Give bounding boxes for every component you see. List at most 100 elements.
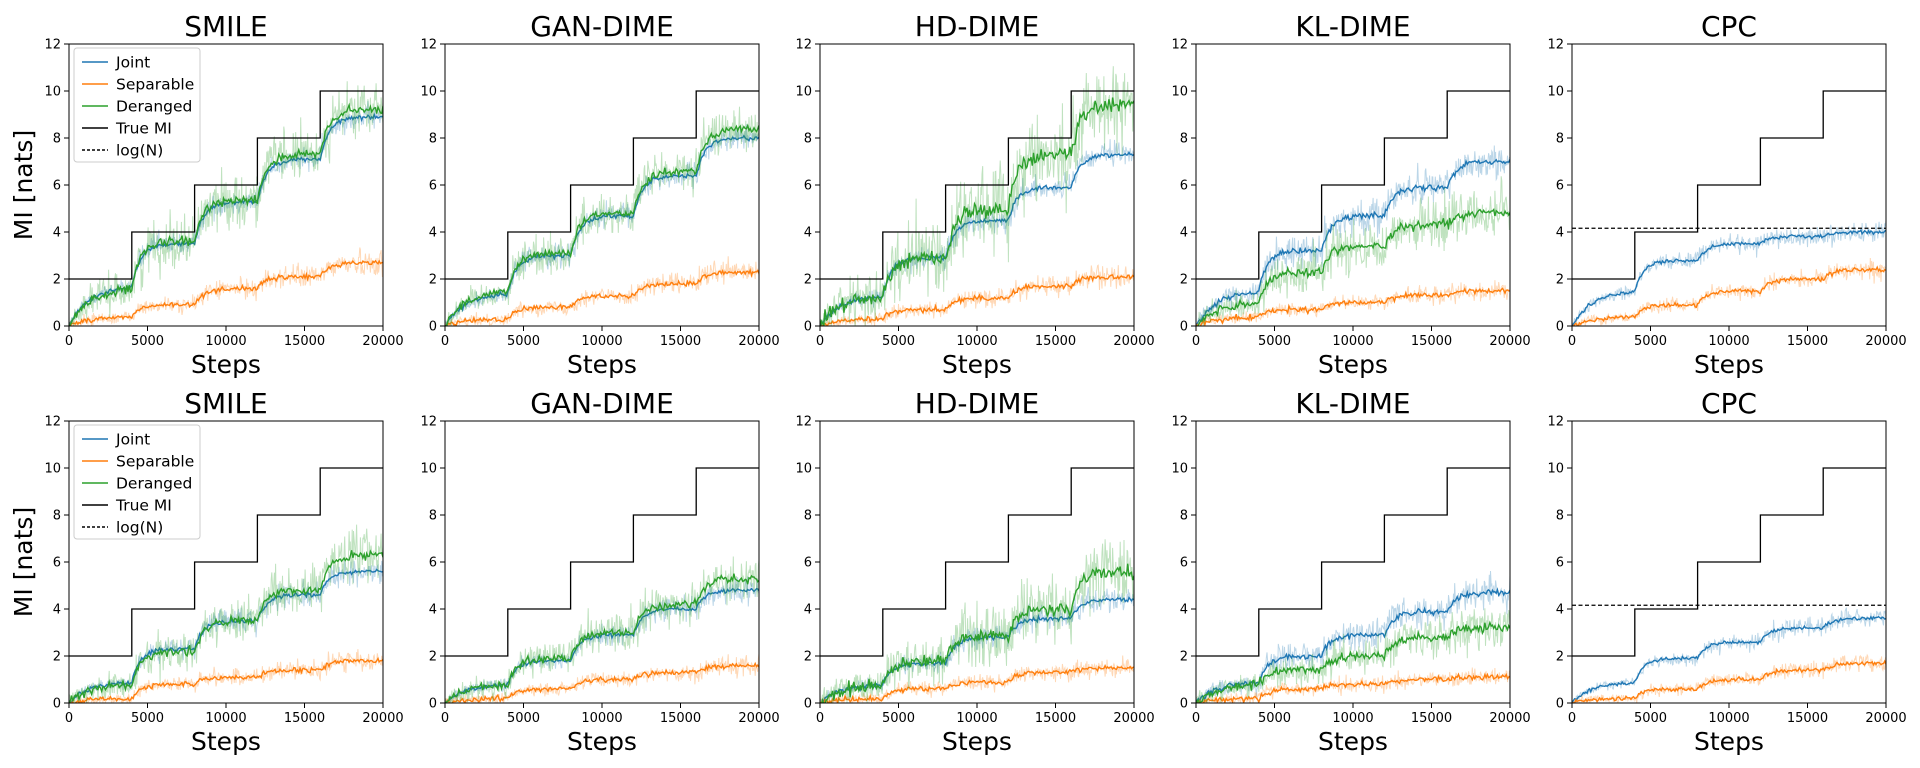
y-tick-label: 8 [1180,132,1188,147]
series-line-separable [1196,672,1510,703]
y-tick-label: 10 [420,462,437,477]
series-line-joint [1572,228,1886,326]
series-line-deranged [445,123,759,326]
y-tick-label: 12 [1171,38,1188,53]
subplot-title: CPC [1701,10,1757,43]
y-tick-label: 10 [44,462,61,477]
x-tick-label: 15000 [1035,711,1076,726]
x-tick-label: 10000 [1332,334,1373,349]
y-tick-label: 8 [53,132,61,147]
series-raw-joint [69,559,383,703]
y-tick-label: 2 [1556,650,1564,665]
y-tick-label: 0 [429,697,437,712]
legend-label: True MI [115,497,172,515]
y-tick-label: 4 [804,603,812,618]
y-axis-label: MI [nats] [9,507,38,617]
legend-label: Separable [116,453,194,471]
y-tick-label: 8 [53,509,61,524]
y-tick-label: 6 [804,179,812,194]
x-axis-label: Steps [942,727,1012,756]
y-tick-label: 8 [1556,132,1564,147]
plot-area [69,467,383,703]
plot-area [1572,467,1886,703]
x-tick-label: 15000 [660,334,701,349]
series-raw-deranged [69,81,383,326]
y-tick-label: 12 [44,38,61,53]
y-tick-label: 4 [804,226,812,241]
x-tick-label: 15000 [1411,334,1452,349]
y-tick-label: 4 [1180,603,1188,618]
y-tick-label: 10 [44,85,61,100]
x-axis-label: Steps [1694,727,1764,756]
x-axis-label: Steps [942,350,1012,379]
series-line-deranged [69,549,383,703]
plot-area [445,90,759,326]
y-tick-label: 4 [53,603,61,618]
subplot-title: SMILE [184,387,267,420]
y-tick-label: 2 [1180,650,1188,665]
x-tick-label: 10000 [1708,711,1749,726]
subplot-title: HD-DIME [915,387,1039,420]
x-tick-label: 15000 [284,334,325,349]
series-line-joint [445,134,759,326]
y-tick-label: 4 [1180,226,1188,241]
y-tick-label: 8 [804,132,812,147]
x-tick-label: 10000 [956,334,997,349]
y-tick-label: 2 [804,650,812,665]
series-line-deranged [821,563,1134,703]
series-line-separable [445,267,759,326]
plot-area [1572,90,1886,326]
y-tick-label: 10 [420,85,437,100]
x-tick-label: 20000 [1865,711,1906,726]
series-raw-separable [1196,280,1510,326]
series-line-separable [69,259,383,326]
x-axis-label: Steps [191,727,261,756]
y-tick-label: 10 [795,85,812,100]
series-line-joint [69,568,383,703]
y-tick-label: 10 [795,462,812,477]
y-tick-label: 10 [1547,85,1564,100]
y-tick-label: 6 [53,179,61,194]
true-mi-line [1196,90,1510,280]
true-mi-line [820,467,1134,657]
plot-area [445,467,759,703]
x-tick-label: 20000 [362,334,403,349]
x-tick-label: 15000 [1035,334,1076,349]
subplot-title: GAN-DIME [530,10,674,43]
y-tick-label: 2 [429,650,437,665]
x-tick-label: 0 [441,711,449,726]
x-tick-label: 20000 [738,334,779,349]
x-tick-label: 5000 [507,711,540,726]
series-raw-deranged [69,524,383,703]
subplot-1-cpc: 0 5000 10000 15000 20000 0 2 4 6 8 10 12 CPC Steps [1547,10,1906,379]
x-tick-label: 20000 [1113,711,1154,726]
series-raw-deranged [1196,608,1510,703]
x-tick-label: 0 [1192,711,1200,726]
series-raw-joint [1196,570,1510,703]
true-mi-line [1196,467,1510,657]
y-tick-label: 2 [53,650,61,665]
subplot-2-kl-dime: 0 5000 10000 15000 20000 0 2 4 6 8 10 12 KL-DIME Step… [1171,387,1530,756]
series-raw-joint [1572,220,1886,326]
y-tick-label: 6 [429,556,437,571]
series-raw-deranged [445,556,759,703]
legend-label: log(N) [116,142,163,160]
true-mi-line [1572,467,1886,657]
legend-label: Joint [115,431,150,449]
x-tick-label: 0 [65,711,73,726]
y-tick-label: 0 [429,320,437,335]
x-tick-label: 10000 [581,711,622,726]
subplot-1-hd-dime: 0 5000 10000 15000 20000 0 2 4 6 8 10 12 HD-DIME Step… [795,10,1154,379]
x-tick-label: 20000 [1865,334,1906,349]
x-tick-label: 20000 [1489,334,1530,349]
series-line-separable [1572,265,1886,326]
y-tick-label: 0 [53,697,61,712]
x-axis-label: Steps [1694,350,1764,379]
y-tick-label: 4 [1556,603,1564,618]
x-tick-label: 10000 [581,334,622,349]
y-tick-label: 8 [429,132,437,147]
subplot-title: KL-DIME [1295,387,1410,420]
y-tick-label: 12 [1547,38,1564,53]
x-axis-label: Steps [1318,350,1388,379]
y-tick-label: 12 [44,415,61,430]
